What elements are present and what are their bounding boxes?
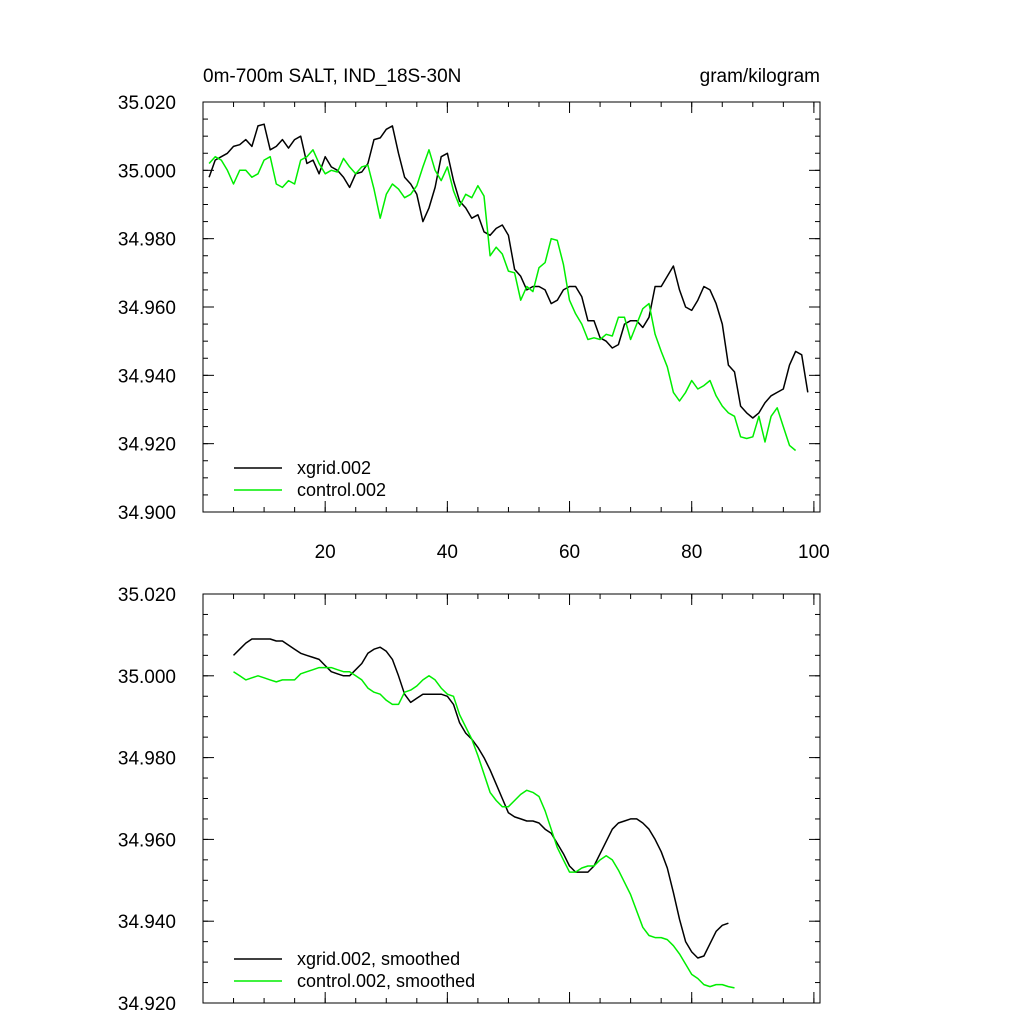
legend-label: xgrid.002, smoothed: [297, 949, 460, 969]
chart-panel-1: 34.900 34.920 34.940 34.960 34.980 35.000 35.0…: [118, 93, 830, 563]
series-line-2: [233, 666, 735, 989]
chart-panel-2: 34.920 34.940 34.960 34.980 35.000 35.020 xgri…: [118, 585, 821, 1015]
legend-label: control.002, smoothed: [297, 971, 475, 991]
x-tick-label: 80: [681, 542, 702, 563]
series-line-2: [208, 149, 797, 452]
chart-title: 0m-700m SALT, IND_18S-30N: [203, 66, 461, 87]
x-tick-label: 20: [315, 542, 336, 563]
y-tick-label: 34.960: [118, 830, 176, 851]
y-tick-label: 34.940: [118, 912, 176, 933]
y-tick-label: 35.020: [118, 585, 176, 606]
legend-label: control.002: [297, 480, 386, 500]
y-tick-label: 34.900: [118, 503, 176, 524]
x-tick-label: 100: [798, 542, 830, 563]
y-tick-label: 35.000: [118, 667, 176, 688]
y-tick-label: 34.960: [118, 298, 176, 319]
x-tick-label: 60: [559, 542, 580, 563]
series-line-1: [232, 638, 729, 959]
y-tick-label: 35.020: [118, 93, 176, 114]
y-tick-label: 34.920: [118, 994, 176, 1015]
y-tick-label: 34.940: [118, 366, 176, 387]
series-line-1: [208, 123, 809, 419]
x-tick-label: 40: [437, 542, 458, 563]
units-label: gram/kilogram: [700, 66, 820, 87]
y-tick-label: 34.920: [118, 435, 176, 456]
y-tick-label: 35.000: [118, 161, 176, 182]
y-tick-label: 34.980: [118, 749, 176, 770]
legend-label: xgrid.002: [297, 458, 371, 478]
y-tick-label: 34.980: [118, 230, 176, 251]
